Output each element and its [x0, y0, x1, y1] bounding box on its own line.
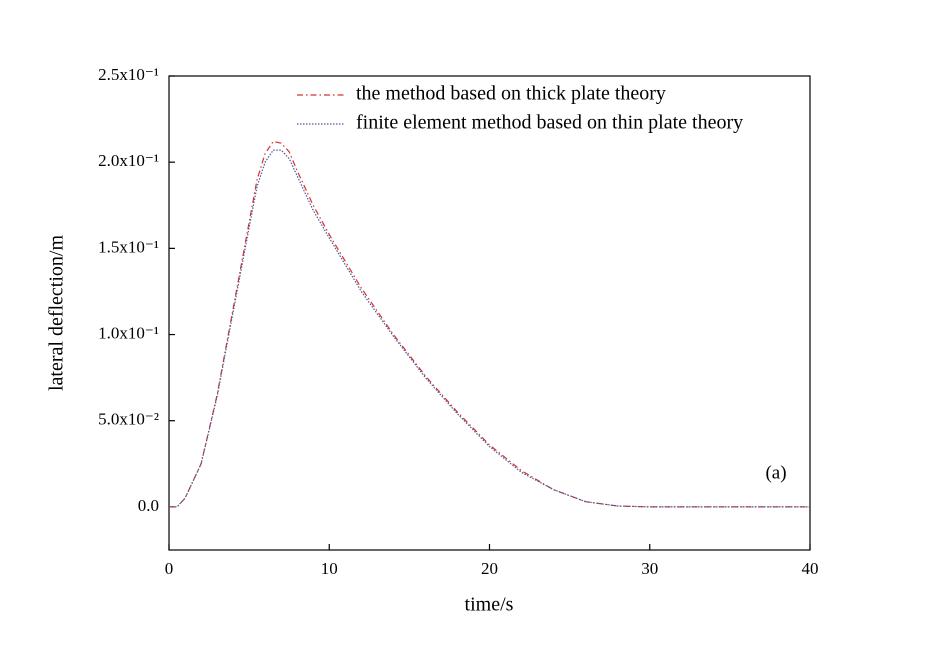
- plot-frame: [168, 75, 811, 551]
- y-tick-label: 2.5x10⁻¹: [98, 65, 159, 84]
- y-tick-label: 1.0x10⁻¹: [98, 323, 159, 342]
- legend-label: the method based on thick plate theory: [356, 83, 666, 105]
- x-tick-label: 20: [481, 559, 498, 578]
- x-tick-label: 0: [165, 559, 174, 578]
- y-tick-label: 5.0x10⁻²: [98, 410, 159, 429]
- y-tick-label: 1.5x10⁻¹: [98, 237, 159, 256]
- x-tick-label: 10: [321, 559, 338, 578]
- x-axis-label: time/s: [465, 594, 514, 616]
- annotation: (a): [765, 462, 786, 483]
- x-tick-label: 30: [641, 559, 658, 578]
- x-tick-label: 40: [802, 559, 819, 578]
- y-axis-label: lateral deflection/m: [46, 235, 68, 391]
- y-tick-label: 2.0x10⁻¹: [98, 151, 159, 170]
- series-line: [169, 140, 810, 508]
- series-line: [169, 149, 810, 508]
- y-tick-label: 0.0: [138, 496, 159, 515]
- legend-label: finite element method based on thin plat…: [356, 112, 743, 134]
